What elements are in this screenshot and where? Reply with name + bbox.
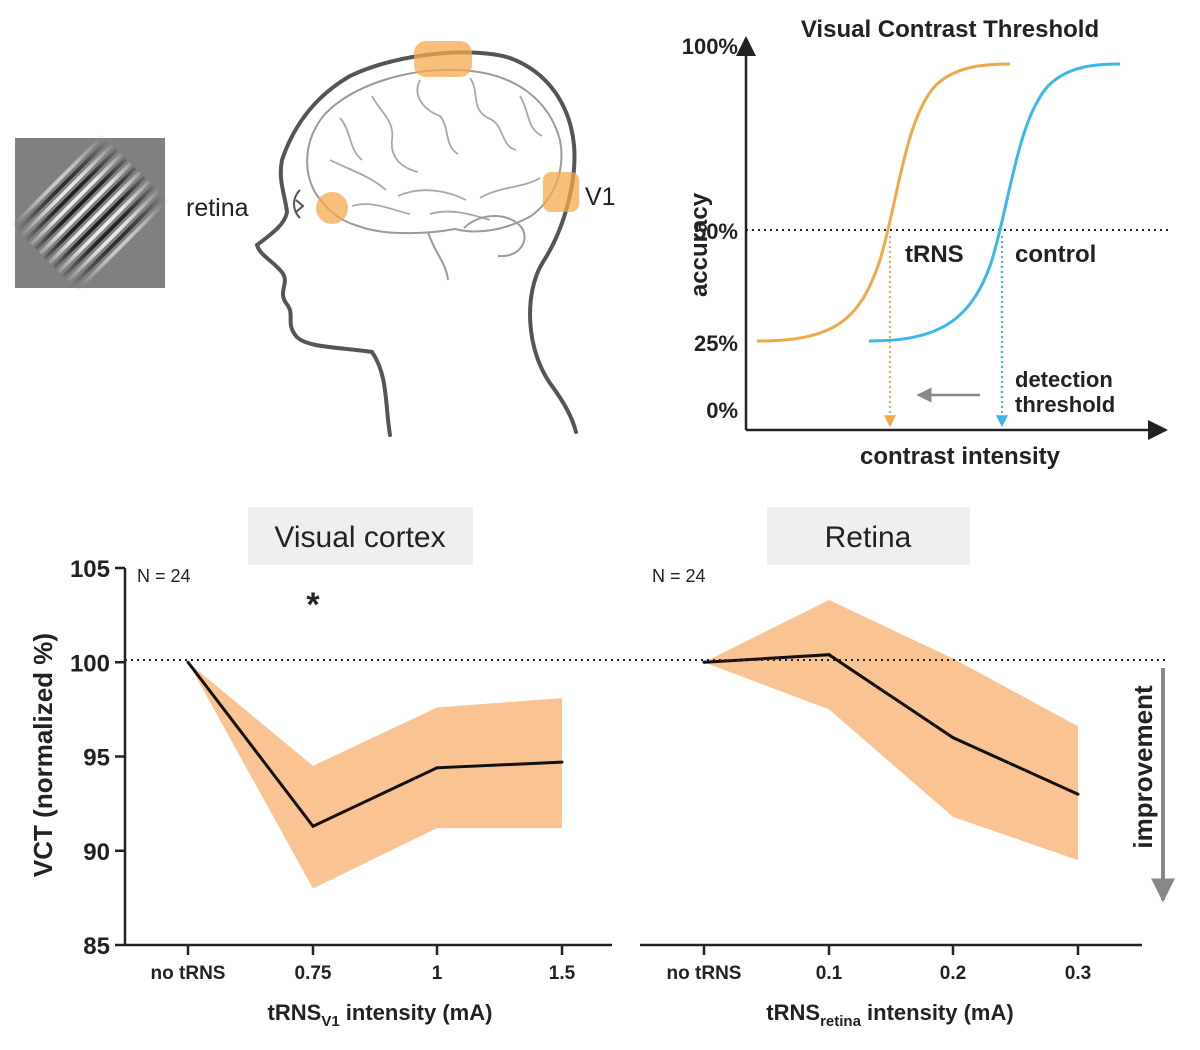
threshold-x-axis-label: contrast intensity [860,443,1061,470]
retina-x-tick-label: 0.1 [816,963,843,984]
cortex-x-tick-label: 0.75 [295,963,332,984]
cortex-y-tick-label: 105 [70,556,110,583]
retina-mean-line [703,653,1079,796]
threshold-chart-title: Visual Contrast Threshold [801,16,1099,43]
visual-cortex-panel: no tRNS 0.75 1 1.5 105 100 95 90 85 N = 24 * VCT… [28,556,612,1030]
retina-n-label: N = 24 [652,566,706,586]
retina-title: Retina [825,521,912,554]
cortex-mean-point [311,824,315,828]
threshold-y-tick-100: 100% [682,34,738,59]
threshold-y-tick-0: 0% [706,398,738,423]
threshold-y-tick-50: 50% [694,219,738,244]
retina-mean-point [827,653,831,657]
cortex-y-tick-label: 100 [70,650,110,677]
electrode-retina [316,192,348,224]
cortex-mean-point [560,760,564,764]
retina-mean-point [702,660,706,664]
cortex-x-tick-label: 1.5 [549,963,576,984]
threshold-chart: Visual Contrast Threshold 100% 50% 25% 0… [682,16,1168,470]
threshold-label: threshold [1015,392,1115,417]
brainstem [427,231,449,281]
threshold-y-tick-25: 25% [694,331,738,356]
vct-charts: Visual cortex Retina no tRNS 0.75 1 1.5 105 1… [28,507,1175,1030]
visual-cortex-title-box [248,507,473,565]
cortex-x-tick-label: 1 [432,963,443,984]
gabor-stimulus [11,134,169,292]
retina-x-tick-label: 0.2 [940,963,966,984]
retina-confidence-band [704,600,1078,861]
brain-outline [306,68,563,235]
trns-series-label: tRNS [905,241,964,268]
cortex-mean-point [186,660,190,664]
retina-label: retina [186,194,249,222]
retina-x-tick-label: no tRNS [667,963,742,984]
visual-cortex-title: Visual cortex [274,521,445,554]
improvement-label: improvement [1128,685,1158,849]
retina-mean-point [951,736,955,740]
electrode-v1 [543,172,579,212]
electrode-top [414,41,472,77]
control-curve [868,62,1121,343]
cerebellum [463,215,526,258]
eye [293,189,305,219]
cortex-y-tick-label: 85 [83,933,110,960]
cortex-n-label: N = 24 [137,566,191,586]
trns-curve [756,62,1011,343]
cortex-y-tick-label: 95 [83,745,110,772]
cortex-x-axis-label: tRNSV1 intensity (mA) [268,1000,493,1030]
significance-star: * [306,586,320,624]
head-illustration: retina V1 [186,41,616,437]
retina-panel: no tRNS 0.1 0.2 0.3 N = 24 tRNSretina inten… [640,566,1142,1030]
cortex-y-tick-label: 90 [83,839,110,866]
cortex-mean-line [186,661,563,829]
head-outline [254,50,578,437]
cortex-confidence-band [188,662,562,889]
threshold-y-axis-label: accuracy [686,192,713,297]
retina-x-tick-label: 0.3 [1065,963,1091,984]
cortex-y-axis-label: VCT (normalized %) [28,633,58,877]
v1-label: V1 [585,183,616,211]
detection-label: detection [1015,367,1113,392]
control-series-label: control [1015,241,1096,268]
cortex-x-tick-label: no tRNS [151,963,226,984]
retina-x-axis-label: tRNSretina intensity (mA) [766,1000,1013,1030]
retina-mean-point [1076,792,1080,796]
retina-title-box [767,507,970,565]
cortex-mean-point [435,766,439,770]
